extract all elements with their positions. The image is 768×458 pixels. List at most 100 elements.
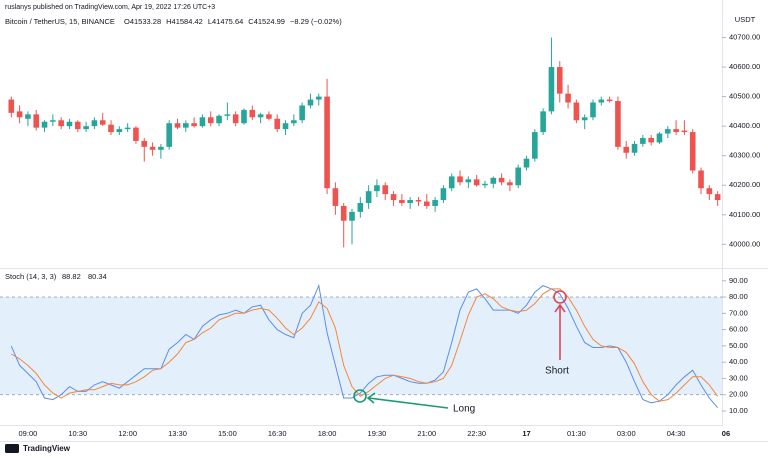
candle-body (174, 123, 181, 128)
candle-body (573, 102, 580, 121)
x-tick-label: 12:00 (118, 429, 137, 438)
y-tick-label: 40500.00 (729, 92, 760, 101)
long-arrow (368, 397, 449, 409)
candle-body (640, 137, 646, 144)
candle-body (507, 182, 513, 186)
candle-body (565, 93, 571, 103)
candle-body (99, 120, 106, 125)
candle-body (681, 130, 688, 133)
candle-body (58, 120, 64, 127)
x-tick-label: 13:30 (168, 429, 187, 438)
y-tick-label: 40.00 (729, 357, 748, 366)
candle-body (714, 194, 721, 201)
candle-body (390, 194, 397, 201)
candle-body (149, 146, 156, 150)
plot-layer (8, 37, 721, 409)
candle-body (8, 99, 15, 113)
candle-body (648, 137, 654, 143)
d-value: 80.34 (88, 272, 107, 281)
y-tick-label: 40200.00 (729, 180, 760, 189)
x-tick-label: 06 (722, 429, 730, 438)
candle-body (33, 114, 40, 128)
candle-body (415, 200, 422, 202)
candle-body (440, 188, 447, 201)
candle-body (473, 179, 480, 186)
candle-body (482, 183, 488, 186)
candle-body (241, 109, 247, 124)
candle-body (232, 114, 239, 124)
y-tick-label: 90.00 (729, 276, 748, 285)
candle-body (133, 127, 139, 141)
candle-body (191, 123, 197, 127)
candle-body (515, 167, 522, 186)
x-tick-label: 04:30 (667, 429, 686, 438)
long-marker (353, 389, 367, 403)
x-tick-label: 18:00 (318, 429, 337, 438)
x-tick-label: 21:00 (417, 429, 436, 438)
candle-body (365, 191, 372, 203)
candle-body (166, 123, 172, 147)
y-tick-label: 50.00 (729, 341, 748, 350)
currency-label: USDT (735, 15, 756, 24)
x-tick-label: 01:30 (567, 429, 586, 438)
candle-body (349, 211, 355, 221)
x-tick-label: 17 (522, 429, 530, 438)
ohlc-value: L41475.64 (208, 17, 243, 26)
ohlc-value: O41533.28 (124, 17, 161, 26)
y-tick-label: 10.00 (729, 406, 748, 415)
short-label: Short (545, 366, 569, 377)
logo-text: TradingView (23, 444, 71, 453)
logo-icon (5, 444, 19, 453)
y-tick-label: 70.00 (729, 308, 748, 317)
ohlc-value: −8.29 (−0.02%) (290, 17, 342, 26)
candle-body (548, 67, 555, 112)
y-tick-label: 40300.00 (729, 151, 760, 160)
candle-body (25, 114, 31, 119)
y-tick-label: 40400.00 (729, 121, 760, 130)
candle-body (465, 179, 472, 183)
candle-body (540, 111, 546, 133)
long-label: Long (453, 404, 475, 415)
candle-body (282, 123, 289, 130)
candle-body (382, 185, 389, 195)
candle-body (532, 132, 538, 159)
x-tick-label: 09:00 (19, 429, 38, 438)
x-tick-label: 03:00 (617, 429, 636, 438)
candle-body (673, 129, 679, 133)
long-arrow-head (366, 392, 376, 404)
candle-body (581, 117, 588, 121)
x-tick-label: 16:30 (268, 429, 287, 438)
candle-body (407, 200, 413, 203)
candle-body (66, 121, 73, 127)
candle-body (315, 96, 322, 100)
y-tick-label: 60.00 (729, 325, 748, 334)
candle-body (16, 111, 23, 118)
y-tick-label: 40700.00 (729, 32, 760, 41)
candle-body (299, 105, 305, 121)
candle-body (623, 146, 630, 153)
candle-body (706, 188, 713, 195)
candle-body (340, 205, 347, 221)
symbol-label: Bitcoin / TetherUS, 15, BINANCE (5, 17, 115, 26)
candle-body (590, 102, 596, 118)
candle-body (257, 114, 264, 118)
candle-body (556, 67, 563, 94)
y-tick-label: 30.00 (729, 373, 748, 382)
candle-body (689, 132, 696, 171)
candle-body (357, 202, 364, 212)
ohlc-value: C41524.99 (248, 17, 285, 26)
ohlc-value: H41584.42 (166, 17, 203, 26)
candle-body (523, 158, 530, 168)
y-tick-label: 80.00 (729, 292, 748, 301)
candle-body (457, 176, 463, 183)
candle-body (207, 117, 214, 124)
x-tick-label: 10:30 (68, 429, 87, 438)
candle-body (183, 123, 189, 128)
candle-body (224, 114, 231, 116)
candle-body (83, 126, 89, 130)
band-fill (0, 297, 722, 395)
candle-body (424, 201, 430, 206)
candle-body (432, 200, 438, 206)
short-marker (553, 290, 567, 304)
